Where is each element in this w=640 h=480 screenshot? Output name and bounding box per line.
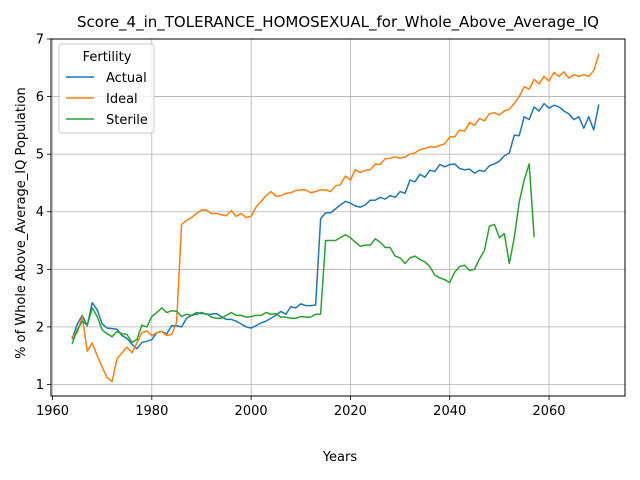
legend-box [58, 43, 155, 134]
x-tick-label: 2060 [532, 404, 565, 419]
y-tick-label: 6 [36, 90, 44, 105]
series-line-ideal [71, 53, 600, 383]
x-tick-label: 2000 [235, 404, 268, 419]
legend-label-actual: Actual [106, 71, 147, 86]
y-tick-label: 5 [36, 148, 44, 163]
legend-label-sterile: Sterile [106, 113, 148, 128]
y-tick-label: 7 [36, 33, 44, 48]
legend-label-ideal: Ideal [106, 92, 138, 107]
x-axis-ticks: 1960 1980 2000 2020 2040 2060 [36, 396, 566, 419]
chart-title: Score_4_in_TOLERANCE_HOMOSEXUAL_for_Whol… [77, 13, 599, 32]
y-tick-label: 4 [36, 205, 44, 220]
series-line-sterile [71, 163, 535, 344]
legend-title: Fertility [83, 50, 132, 65]
plot-frame [50, 38, 626, 397]
x-tick-label: 2040 [433, 404, 466, 419]
x-tick-label: 1960 [36, 404, 69, 419]
series-lines [71, 53, 600, 383]
y-tick-label: 2 [36, 320, 44, 335]
x-tick-label: 1980 [135, 404, 168, 419]
y-axis-label: % of Whole Above_Average_IQ Population [14, 87, 29, 359]
y-tick-label: 3 [36, 263, 44, 278]
y-tick-label: 1 [36, 378, 44, 393]
x-tick-label: 2020 [334, 404, 367, 419]
legend: Fertility Actual Ideal Sterile [58, 43, 155, 134]
x-axis-label: Years [322, 450, 358, 465]
y-axis-ticks: 1 2 3 4 5 6 7 [36, 33, 51, 393]
